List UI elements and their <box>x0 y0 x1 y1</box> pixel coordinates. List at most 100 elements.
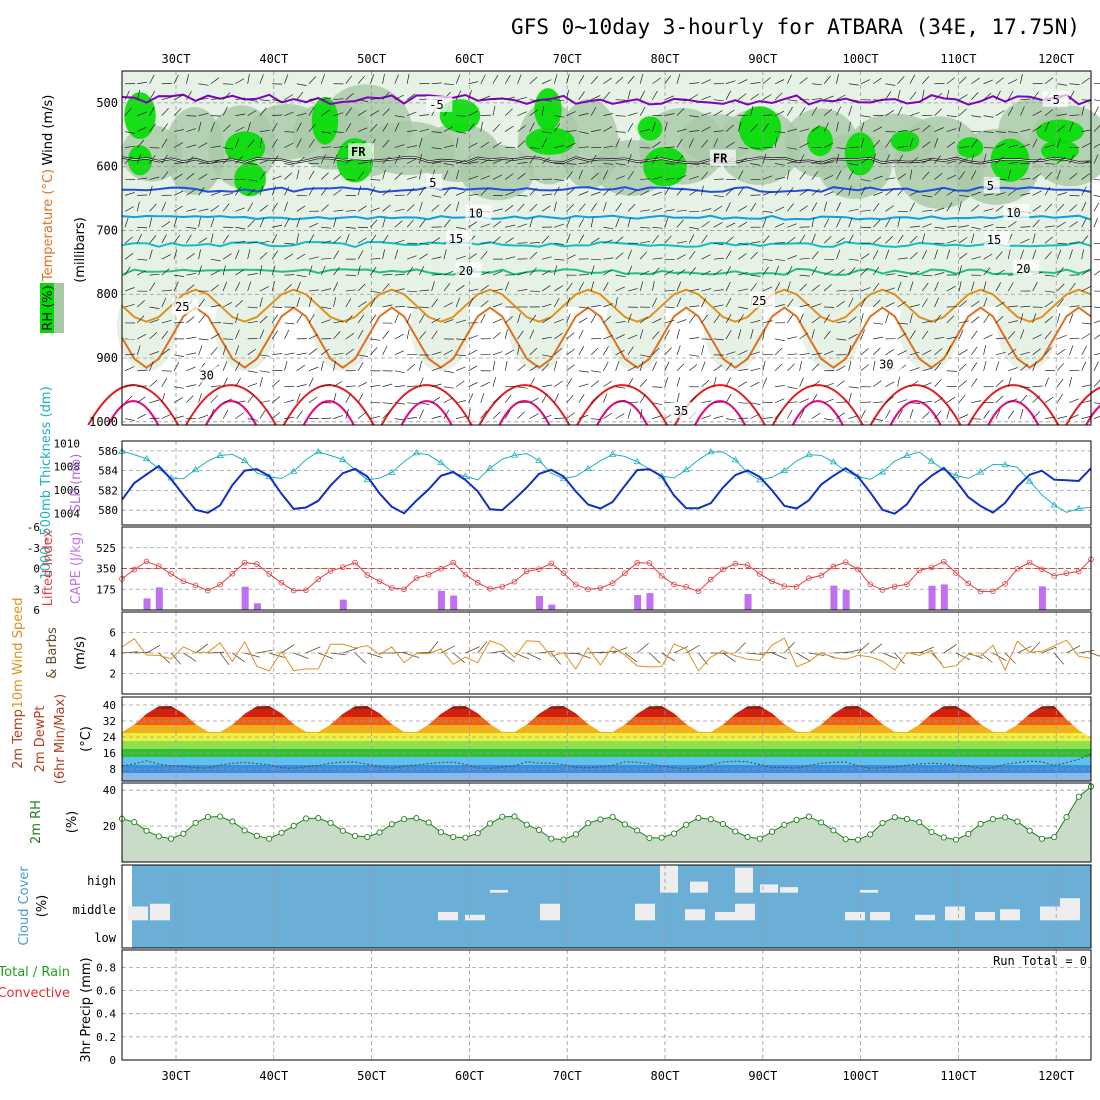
wind-barb <box>946 128 957 132</box>
wind-barb <box>183 652 197 662</box>
wind-barb <box>799 409 805 419</box>
wind-barb <box>652 257 663 260</box>
wind-barb <box>787 236 796 244</box>
wind-barb <box>284 201 288 212</box>
wind-barb <box>787 187 794 196</box>
wind-barb <box>284 361 288 371</box>
wind-barb <box>627 89 631 100</box>
contour-label-bg <box>465 204 492 221</box>
wind-barb <box>541 269 551 276</box>
cape-bar <box>634 595 642 610</box>
rh-green-core <box>224 131 266 164</box>
wind-barb <box>382 273 393 276</box>
wind-barb <box>124 253 134 260</box>
wind-barb <box>394 144 405 148</box>
wind-barb <box>222 124 231 132</box>
wind-barb <box>308 289 319 292</box>
wind-barb <box>382 108 390 116</box>
wind-barb <box>958 237 968 244</box>
wind-barb <box>149 155 156 164</box>
wind-barb <box>517 74 522 84</box>
wind-barb <box>848 146 859 148</box>
wind-barb <box>627 122 634 132</box>
wind-barb <box>591 258 602 261</box>
wind-barb <box>922 223 932 228</box>
wind-barb <box>922 210 933 212</box>
wind-barb <box>811 284 821 292</box>
wind-barb <box>811 266 818 276</box>
wind-barb <box>480 271 491 276</box>
wind-barb <box>222 409 229 419</box>
wind-barb <box>455 169 460 180</box>
wind-barb <box>210 395 218 403</box>
precip-tick-label: 0.4 <box>96 1008 116 1021</box>
wind-barb <box>296 122 302 132</box>
wind-barb <box>1056 156 1066 164</box>
wind-barb <box>370 314 377 324</box>
wind-barb <box>995 156 1004 164</box>
wind-barb <box>419 186 426 196</box>
wind-barb <box>296 314 303 324</box>
wind-barb <box>271 138 278 148</box>
wind-barb <box>370 347 378 356</box>
temperature-contour-35 <box>791 400 844 426</box>
rh-low-blob <box>605 281 666 372</box>
wind-barb <box>394 172 403 180</box>
wind-barb <box>848 258 859 261</box>
wind-barb <box>149 273 160 276</box>
wind-barb <box>811 97 822 101</box>
wind-barb <box>799 257 810 260</box>
cloud-label: Cloud Cover <box>17 866 32 946</box>
wind-barb <box>627 265 633 276</box>
wind-barb <box>737 329 742 339</box>
wind-barb <box>603 257 614 260</box>
temp-tick-label: 8 <box>109 763 116 776</box>
wind-barb <box>946 315 955 324</box>
wind-barb <box>223 83 234 85</box>
wind-barb <box>468 90 472 100</box>
upper-temp-label: Temperature (°C) <box>41 169 56 282</box>
wind-barb <box>554 99 565 102</box>
wind-barb <box>934 297 939 308</box>
lifted-marker <box>1039 566 1045 573</box>
wind-barb <box>934 108 943 116</box>
wind-barb <box>259 129 270 132</box>
y-tick-label: 1000 <box>89 415 118 429</box>
wind-barb <box>1093 242 1100 244</box>
wind-barb <box>198 345 203 355</box>
wind-barb <box>529 187 537 196</box>
cloud-middle-bar <box>150 903 170 921</box>
wind-barb <box>995 351 1006 356</box>
wind-barb <box>173 129 184 132</box>
rh-marker <box>437 829 444 836</box>
wind-barb <box>566 378 573 387</box>
wind-barb <box>186 352 197 356</box>
precip-total-label: Total / Rain <box>0 965 70 980</box>
wind-barb <box>480 284 490 292</box>
wind-barb <box>971 281 975 292</box>
wind-barb <box>345 408 349 419</box>
wind-barb <box>198 83 209 86</box>
wind-barb <box>799 304 810 308</box>
wind-barb <box>198 298 205 308</box>
wind-barb <box>419 409 424 419</box>
wind-barb <box>627 401 638 404</box>
cape-label: CAPE (J/kg) <box>69 532 84 604</box>
wind-barb <box>296 384 307 388</box>
wind-barb <box>468 123 475 132</box>
wind-barb <box>124 366 135 372</box>
wind-barb <box>922 349 932 356</box>
lifted-marker <box>941 558 947 565</box>
wind-barb <box>271 202 278 212</box>
wind-barb <box>775 242 786 244</box>
wind-barb <box>897 129 908 132</box>
wind-barb <box>308 366 319 372</box>
wind-barb <box>566 297 571 308</box>
wind-barb <box>725 393 732 403</box>
wind-barb <box>909 169 913 180</box>
wind-barb <box>419 253 428 260</box>
wind-barb <box>357 99 368 102</box>
cloud-high-bar <box>860 889 878 893</box>
cape-bar <box>940 584 948 610</box>
temperature-contour <box>121 288 1092 323</box>
